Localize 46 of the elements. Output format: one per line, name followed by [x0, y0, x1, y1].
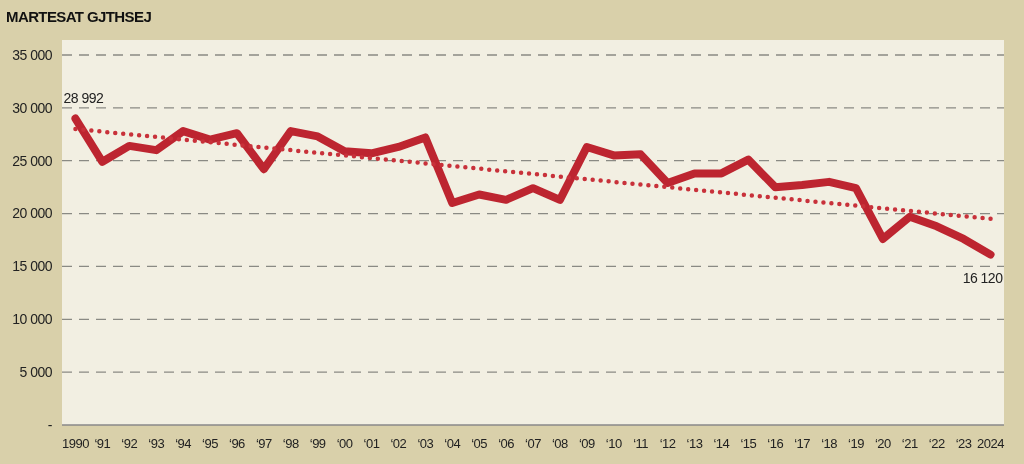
x-tick-label: ‘04	[444, 436, 461, 451]
x-tick-label: ‘13	[686, 436, 703, 451]
x-tick-label: ‘02	[390, 436, 407, 451]
x-tick-label: ‘03	[417, 436, 434, 451]
y-tick-label: 15 000	[12, 258, 53, 275]
x-tick-label: ‘97	[255, 436, 273, 451]
x-tick-label: ‘19	[848, 436, 865, 451]
x-tick-label: ‘14	[713, 436, 730, 451]
x-tick-label: ‘99	[309, 436, 326, 451]
y-tick-label: 25 000	[12, 152, 53, 169]
x-tick-label: 1990	[62, 436, 90, 451]
y-tick-label: 30 000	[12, 99, 53, 116]
x-tick-label: ‘01	[363, 436, 380, 451]
y-tick-label: 5 000	[19, 364, 53, 381]
x-tick-label: ‘22	[928, 436, 945, 451]
x-tick-label: ‘06	[498, 436, 515, 451]
x-tick-label: ‘00	[336, 436, 353, 451]
x-tick-label: ‘07	[525, 436, 542, 451]
x-tick-label: ‘21	[901, 436, 918, 451]
x-tick-label: ‘12	[659, 436, 676, 451]
x-tick-label: ‘91	[94, 436, 111, 451]
y-tick-label: 20 000	[12, 205, 53, 222]
x-tick-label: ‘08	[551, 436, 569, 451]
x-tick-label: ‘94	[175, 436, 192, 451]
x-tick-label: ‘17	[794, 436, 811, 451]
y-tick-label: 35 000	[12, 46, 53, 63]
y-tick-label: -	[47, 416, 53, 433]
x-tick-label: ‘16	[767, 436, 784, 451]
chart-title: MARTESAT GJTHSEJ	[6, 8, 152, 25]
x-tick-label: ‘10	[605, 436, 622, 451]
x-tick-label: ‘23	[955, 436, 972, 451]
annotation: 28 992	[63, 89, 105, 106]
x-tick-label: ‘15	[740, 436, 757, 451]
x-tick-label: ‘92	[121, 436, 138, 451]
x-tick-label: ‘18	[821, 436, 838, 451]
x-tick-label: ‘95	[202, 436, 219, 451]
x-tick-label: ‘93	[148, 436, 165, 451]
x-tick-label: ‘11	[633, 436, 649, 451]
x-tick-label: ‘20	[874, 436, 892, 451]
x-tick-label: ‘05	[471, 436, 488, 451]
x-tick-label: ‘96	[229, 436, 246, 451]
x-tick-label: ‘09	[578, 436, 596, 451]
annotation: 16 120	[962, 269, 1004, 286]
y-tick-label: 10 000	[12, 311, 53, 328]
x-tick-label: 2024	[977, 436, 1005, 451]
x-tick-label: ‘98	[282, 436, 299, 451]
